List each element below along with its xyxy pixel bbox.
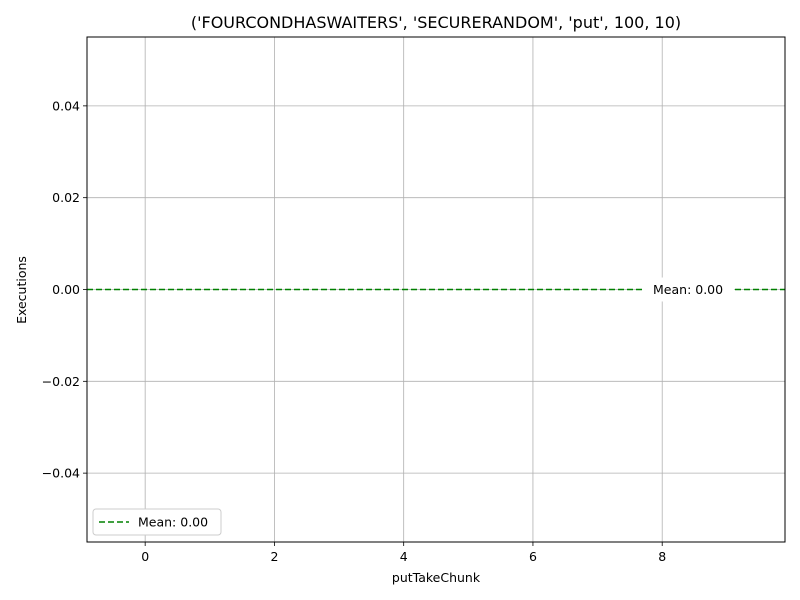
x-axis-ticks: 0 2 4 6 8	[141, 542, 666, 564]
y-tick-label: −0.02	[42, 374, 80, 389]
chart-title: ('FOURCONDHASWAITERS', 'SECURERANDOM', '…	[191, 13, 681, 32]
y-tick-label: 0.04	[52, 98, 80, 113]
annotation-label: Mean: 0.00	[653, 282, 723, 297]
y-axis-ticks: −0.04 −0.02 0.00 0.02 0.04	[42, 98, 87, 481]
x-tick-label: 8	[658, 549, 666, 564]
annotation-box	[642, 277, 735, 302]
x-tick-label: 4	[400, 549, 408, 564]
legend-box	[92, 508, 222, 536]
x-tick-label: 6	[529, 549, 537, 564]
x-tick-label: 2	[270, 549, 278, 564]
y-tick-label: 0.00	[52, 282, 80, 297]
x-axis-label: putTakeChunk	[392, 570, 481, 585]
legend: Mean: 0.00	[92, 508, 222, 536]
annotation-layer: Mean: 0.00	[642, 277, 735, 302]
legend-entry-label: Mean: 0.00	[138, 515, 208, 530]
x-tick-label: 0	[141, 549, 149, 564]
y-axis-label: Executions	[14, 256, 29, 324]
y-tick-label: −0.04	[42, 466, 80, 481]
y-tick-label: 0.02	[52, 190, 80, 205]
